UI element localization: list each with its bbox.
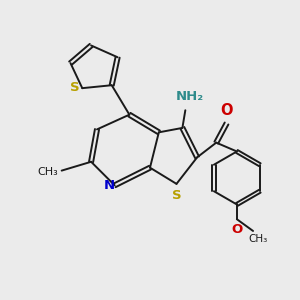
Text: S: S xyxy=(70,81,79,94)
Text: O: O xyxy=(231,223,242,236)
Text: CH₃: CH₃ xyxy=(248,234,268,244)
Text: O: O xyxy=(220,103,233,118)
Text: CH₃: CH₃ xyxy=(38,167,58,177)
Text: S: S xyxy=(172,189,181,202)
Text: N: N xyxy=(104,179,115,192)
Text: NH₂: NH₂ xyxy=(176,90,204,103)
